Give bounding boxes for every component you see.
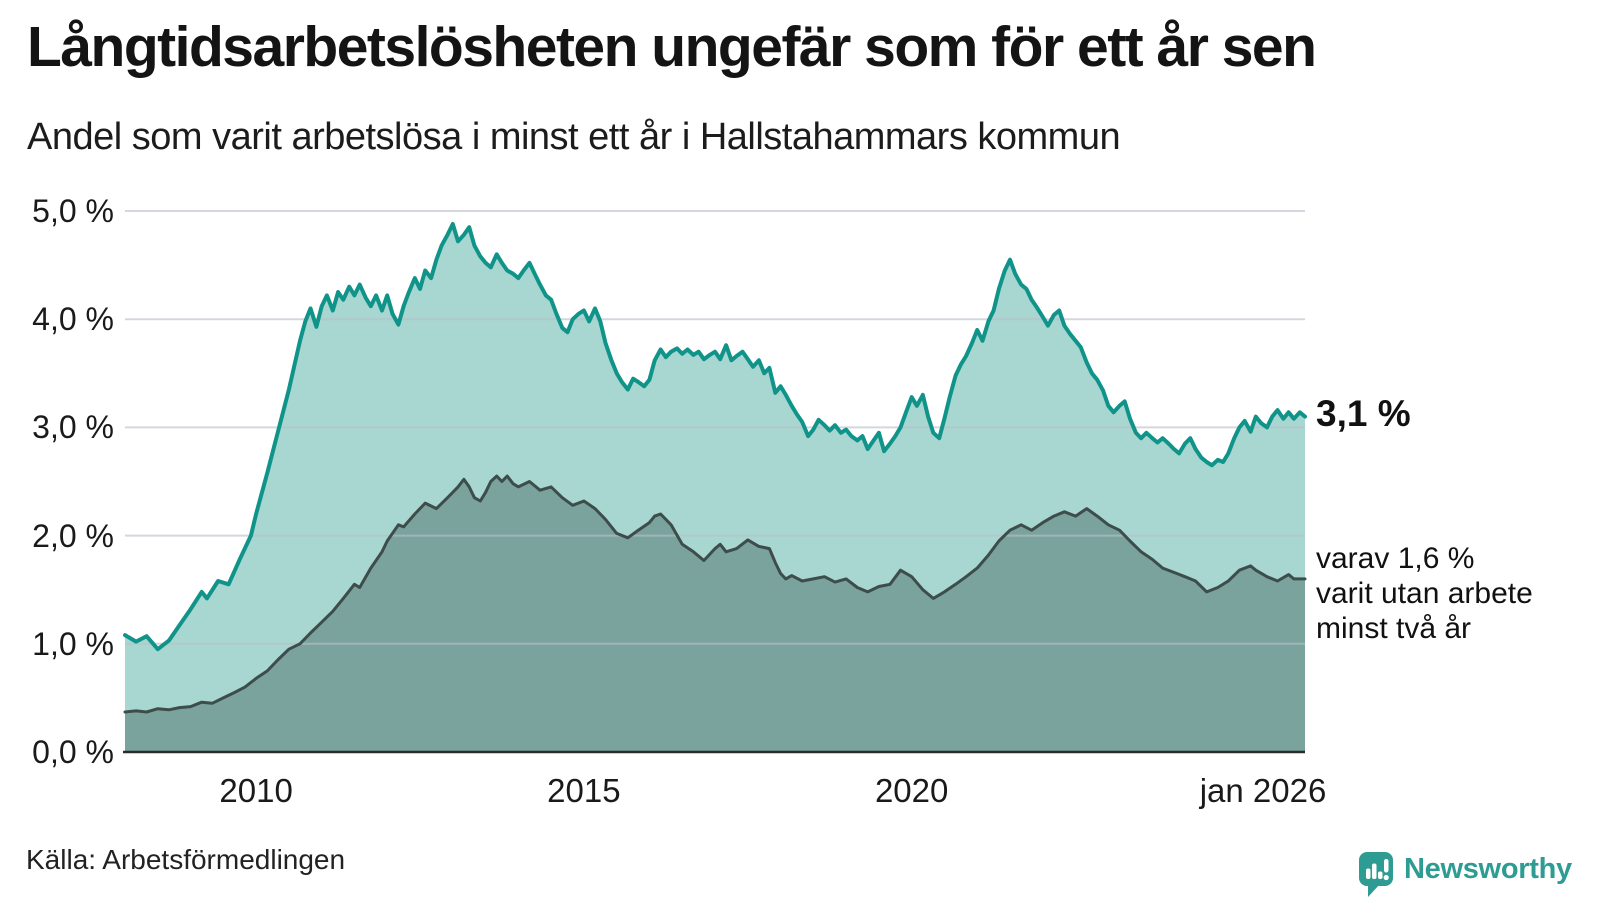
x-axis-tick-label: 2015 [547, 772, 621, 809]
secondary-annotation-line2: varit utan arbete [1316, 577, 1533, 610]
newsworthy-speech-bubble-icon [1359, 852, 1393, 897]
series-line-2 [123, 474, 1307, 714]
latest-value-annotation: 3,1 % [1316, 392, 1411, 434]
chart-subtitle: Andel som varit arbetslösa i minst ett å… [27, 116, 1121, 158]
y-axis-tick-label: 1,0 % [32, 625, 114, 662]
newsworthy-logo: Newsworthy [1358, 851, 1588, 899]
secondary-annotation: varav 1,6 % varit utan arbete minst två … [1316, 541, 1533, 646]
secondary-annotation-line3: minst två år [1316, 612, 1472, 645]
secondary-annotation-line1: varav 1,6 % [1316, 542, 1475, 575]
source-credit: Källa: Arbetsförmedlingen [26, 844, 346, 875]
y-axis-tick-label: 4,0 % [32, 301, 114, 338]
series-area-2 [125, 476, 1305, 752]
y-axis-tick-label: 5,0 % [32, 193, 114, 229]
y-axis-tick-label: 2,0 % [32, 517, 114, 554]
series-line-1 [123, 222, 1307, 652]
y-axis-tick-label: 0,0 % [32, 734, 114, 770]
x-axis-tick-label: 2020 [874, 772, 949, 809]
x-axis-tick-label: jan 2026 [1199, 772, 1327, 809]
bar-chart-glyph [1366, 868, 1371, 879]
newsworthy-wordmark: Newsworthy [1404, 853, 1572, 885]
x-axis-tick-label: 2010 [219, 772, 293, 809]
page-title: Långtidsarbetslösheten ungefär som för e… [27, 15, 1317, 79]
exclamation-glyph [1384, 859, 1389, 873]
y-axis-tick-label: 3,0 % [32, 409, 114, 446]
